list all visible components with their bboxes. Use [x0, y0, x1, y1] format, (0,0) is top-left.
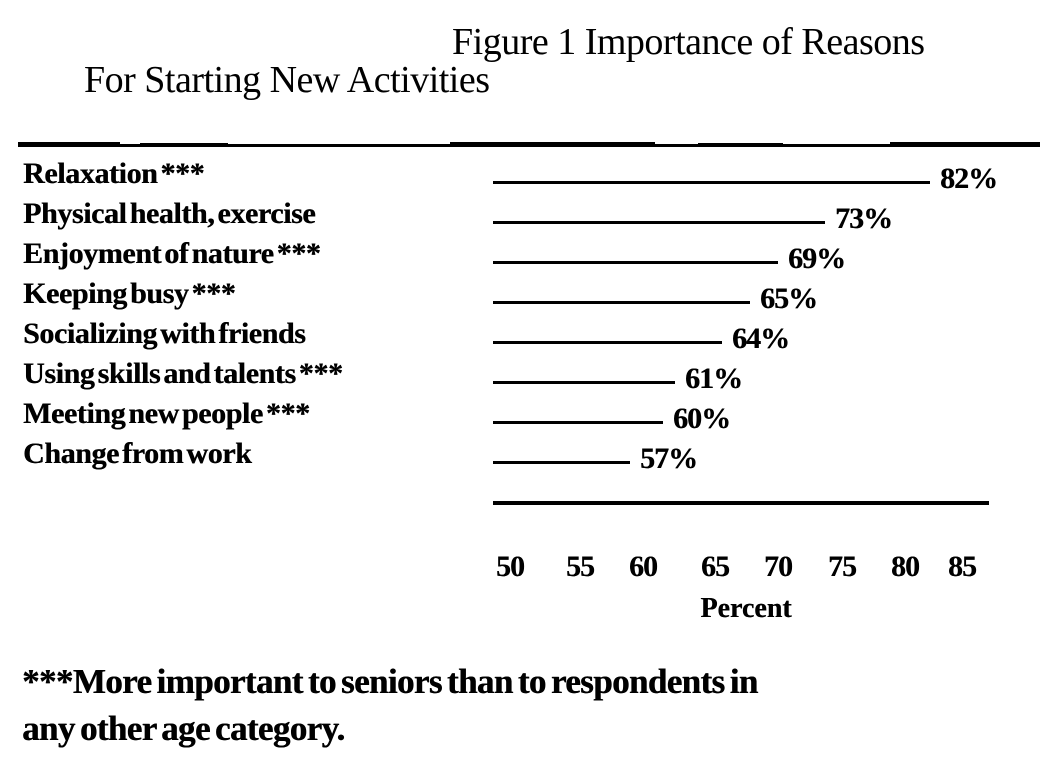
top-rule: [18, 142, 1040, 147]
bar: [493, 421, 663, 424]
category-label: Using skills and talents ***: [23, 357, 343, 390]
bar: [493, 381, 675, 384]
x-tick-label: 80: [891, 550, 920, 583]
bar: [493, 221, 825, 224]
value-label: 65%: [760, 282, 818, 315]
bar: [493, 181, 930, 184]
figure-title-line1: Figure 1 Importance of Reasons: [452, 21, 925, 63]
value-label: 61%: [685, 362, 743, 395]
bar: [493, 261, 778, 264]
bar: [493, 301, 750, 304]
x-tick-label: 75: [828, 550, 857, 583]
x-tick-label: 60: [629, 550, 658, 583]
x-tick-label: 85: [948, 550, 977, 583]
value-label: 69%: [788, 242, 846, 275]
category-label: Socializing with friends: [23, 317, 306, 350]
x-axis-line: [493, 501, 989, 505]
value-label: 57%: [640, 442, 698, 475]
x-tick-label: 50: [496, 550, 525, 583]
value-label: 82%: [940, 162, 998, 195]
footnote-line1: ***More important to seniors than to res…: [22, 662, 758, 701]
category-label: Enjoyment of nature ***: [23, 237, 321, 270]
bar: [493, 341, 722, 344]
category-label: Relaxation ***: [23, 157, 205, 190]
value-label: 73%: [835, 202, 893, 235]
category-label: Change from work: [23, 437, 252, 470]
value-label: 60%: [673, 402, 731, 435]
bar: [493, 461, 630, 464]
value-label: 64%: [732, 322, 790, 355]
category-label: Keeping busy ***: [23, 277, 236, 310]
x-tick-label: 55: [566, 550, 595, 583]
category-label: Physical health, exercise: [23, 197, 316, 230]
category-label: Meeting new people ***: [23, 397, 310, 430]
footnote-line2: any other age category.: [22, 709, 345, 748]
figure-title-line2: For Starting New Activities: [84, 59, 490, 101]
x-tick-label: 70: [764, 550, 793, 583]
x-axis-label: Percent: [700, 593, 792, 624]
x-tick-label: 65: [701, 550, 730, 583]
